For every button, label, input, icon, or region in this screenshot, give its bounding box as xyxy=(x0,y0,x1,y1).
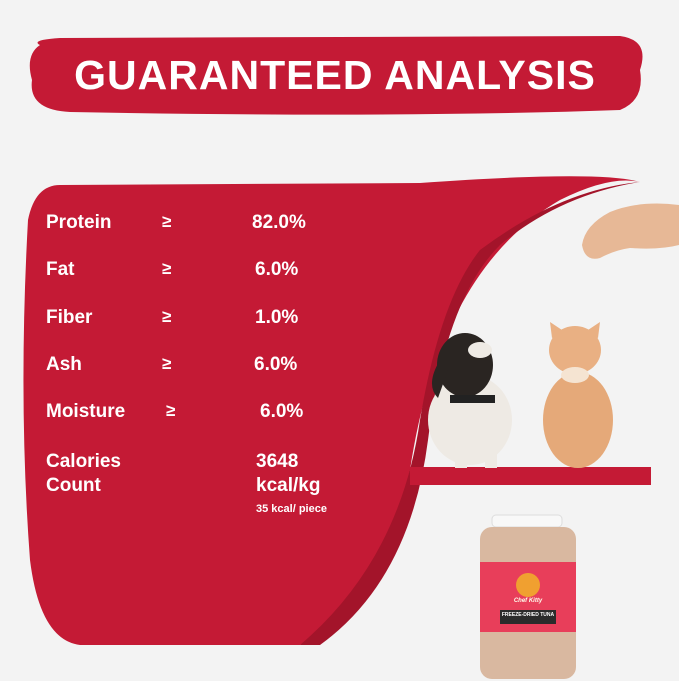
dog-image xyxy=(428,333,512,468)
shelf xyxy=(410,467,651,485)
cat-image xyxy=(543,322,613,468)
product-jar-image xyxy=(480,514,576,679)
analysis-label: Fat xyxy=(46,259,75,280)
analysis-label: Moisture xyxy=(46,401,126,422)
operator: ≥ xyxy=(166,401,176,420)
analysis-value: 6.0% xyxy=(254,354,298,375)
product-name: FREEZE-DRIED TUNA xyxy=(501,612,555,618)
analysis-panel xyxy=(23,176,641,646)
operator: ≥ xyxy=(162,354,172,373)
analysis-value: 1.0% xyxy=(255,307,299,328)
calories-value-line2: kcal/kg xyxy=(256,475,321,496)
operator: ≥ xyxy=(162,307,172,326)
title-banner xyxy=(29,36,643,115)
analysis-value: 82.0% xyxy=(252,212,306,233)
analysis-value: 6.0% xyxy=(260,401,304,422)
analysis-label: Protein xyxy=(46,212,112,233)
page-title: GUARANTEED ANALYSIS xyxy=(74,52,596,98)
operator: ≥ xyxy=(162,259,172,278)
operator: ≥ xyxy=(162,212,172,231)
product-brand: Chef Kitty xyxy=(513,598,543,604)
analysis-value: 6.0% xyxy=(255,259,299,280)
hand-image xyxy=(582,203,679,259)
analysis-label: Fiber xyxy=(46,307,93,328)
calories-label-line2: Count xyxy=(46,475,101,496)
calories-label-line1: Calories xyxy=(46,451,121,472)
panel-swoosh xyxy=(300,182,640,645)
analysis-label: Ash xyxy=(46,354,82,375)
calories-value-line1: 3648 xyxy=(256,451,299,472)
calories-per-piece: 35 kcal/ piece xyxy=(256,503,327,515)
